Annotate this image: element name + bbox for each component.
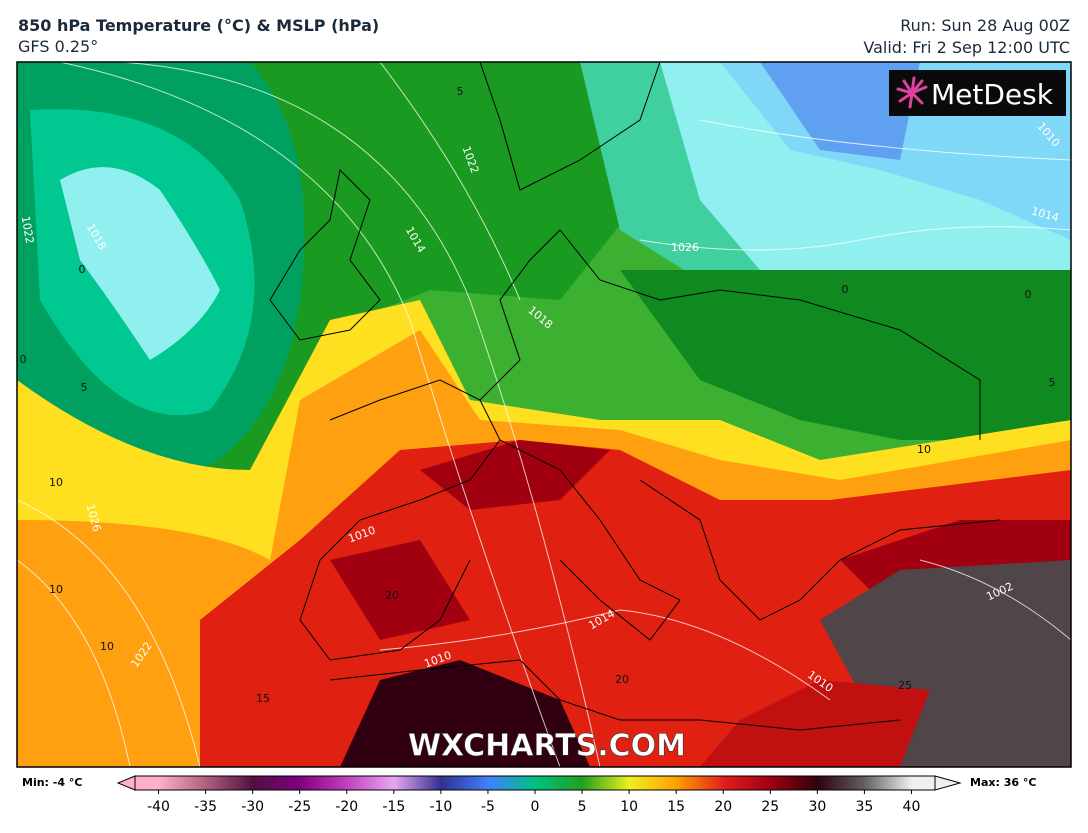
colorbar-segment (393, 776, 442, 790)
logo-icon (896, 76, 928, 109)
logo-box (889, 70, 1066, 116)
isotherm-label: 5 (1049, 376, 1056, 389)
colorbar-segment (582, 776, 630, 790)
colorbar-segment (770, 776, 818, 790)
colorbar-segment (629, 776, 677, 790)
tick-label: 25 (761, 799, 779, 815)
tick-label: -10 (429, 799, 452, 815)
tick-label: -30 (241, 799, 264, 815)
isotherm-label: 0 (20, 353, 27, 366)
colorbar-segment (487, 776, 536, 790)
isotherm-label: 0 (842, 283, 849, 296)
tick-label: 0 (531, 799, 540, 815)
colorbar-segment (135, 776, 159, 790)
watermark: WXCHARTS.COM (408, 729, 686, 764)
tick-label: 20 (714, 799, 732, 815)
subtitle: GFS 0.25° (18, 37, 98, 56)
tick-label: -15 (382, 799, 405, 815)
isotherm-label: 5 (81, 381, 88, 394)
isotherm-label: 0 (79, 263, 86, 276)
tick-label: 40 (903, 799, 921, 815)
colorbar-segment (252, 776, 301, 790)
isotherm-label: 0 (1025, 288, 1032, 301)
tick-label: -20 (335, 799, 358, 815)
tick-label: -5 (481, 799, 495, 815)
colorbar-arrow (934, 775, 962, 791)
tick-label: -40 (147, 799, 170, 815)
colorbar-segment (158, 776, 207, 790)
isotherm-label: 25 (898, 679, 912, 692)
logo-text: MetDesk (931, 78, 1054, 111)
tick-label: 35 (855, 799, 873, 815)
tick-label: 10 (620, 799, 638, 815)
tick-label: 30 (808, 799, 826, 815)
isotherm-label: 10 (100, 640, 114, 653)
colorbar: Min: -4 °C Max: 36 °C -40 -35 -30 -25 -20 -15… (22, 775, 1036, 815)
colorbar-segment (817, 776, 865, 790)
isotherm-label: 10 (917, 443, 931, 456)
max-label: Max: 36 °C (970, 776, 1036, 789)
tick-label: -25 (288, 799, 311, 815)
isotherm-label: 5 (457, 85, 464, 98)
title: 850 hPa Temperature (°C) & MSLP (hPa) (18, 16, 379, 35)
run-time: Run: Sun 28 Aug 00Z (900, 16, 1070, 35)
colorbar-segment (440, 776, 489, 790)
tick-label: 5 (578, 799, 587, 815)
isobar-label: 1022 (19, 215, 37, 245)
map: 1022 1014 1018 1026 1010 1014 0 0 0 5 5 … (16, 61, 1072, 768)
isotherm-label: 10 (49, 476, 63, 489)
colorbar-segment (346, 776, 395, 790)
isotherm-label: 20 (385, 589, 399, 602)
valid-time: Valid: Fri 2 Sep 12:00 UTC (863, 38, 1070, 57)
colorbar-segment (864, 776, 912, 790)
colorbar-segment (911, 776, 935, 790)
colorbar-segment (676, 776, 724, 790)
isobar-label: 1026 (671, 241, 699, 254)
isotherm-label: 20 (615, 673, 629, 686)
isotherm-label: 15 (256, 692, 270, 705)
min-label: Min: -4 °C (22, 776, 82, 789)
colorbar-arrow (116, 775, 136, 791)
colorbar-segment (205, 776, 254, 790)
tick-label: 15 (667, 799, 685, 815)
tick-label: -35 (194, 799, 217, 815)
colorbar-segment (723, 776, 771, 790)
colorbar-segment (299, 776, 348, 790)
isotherm-label: 10 (49, 583, 63, 596)
colorbar-segment (535, 776, 583, 790)
